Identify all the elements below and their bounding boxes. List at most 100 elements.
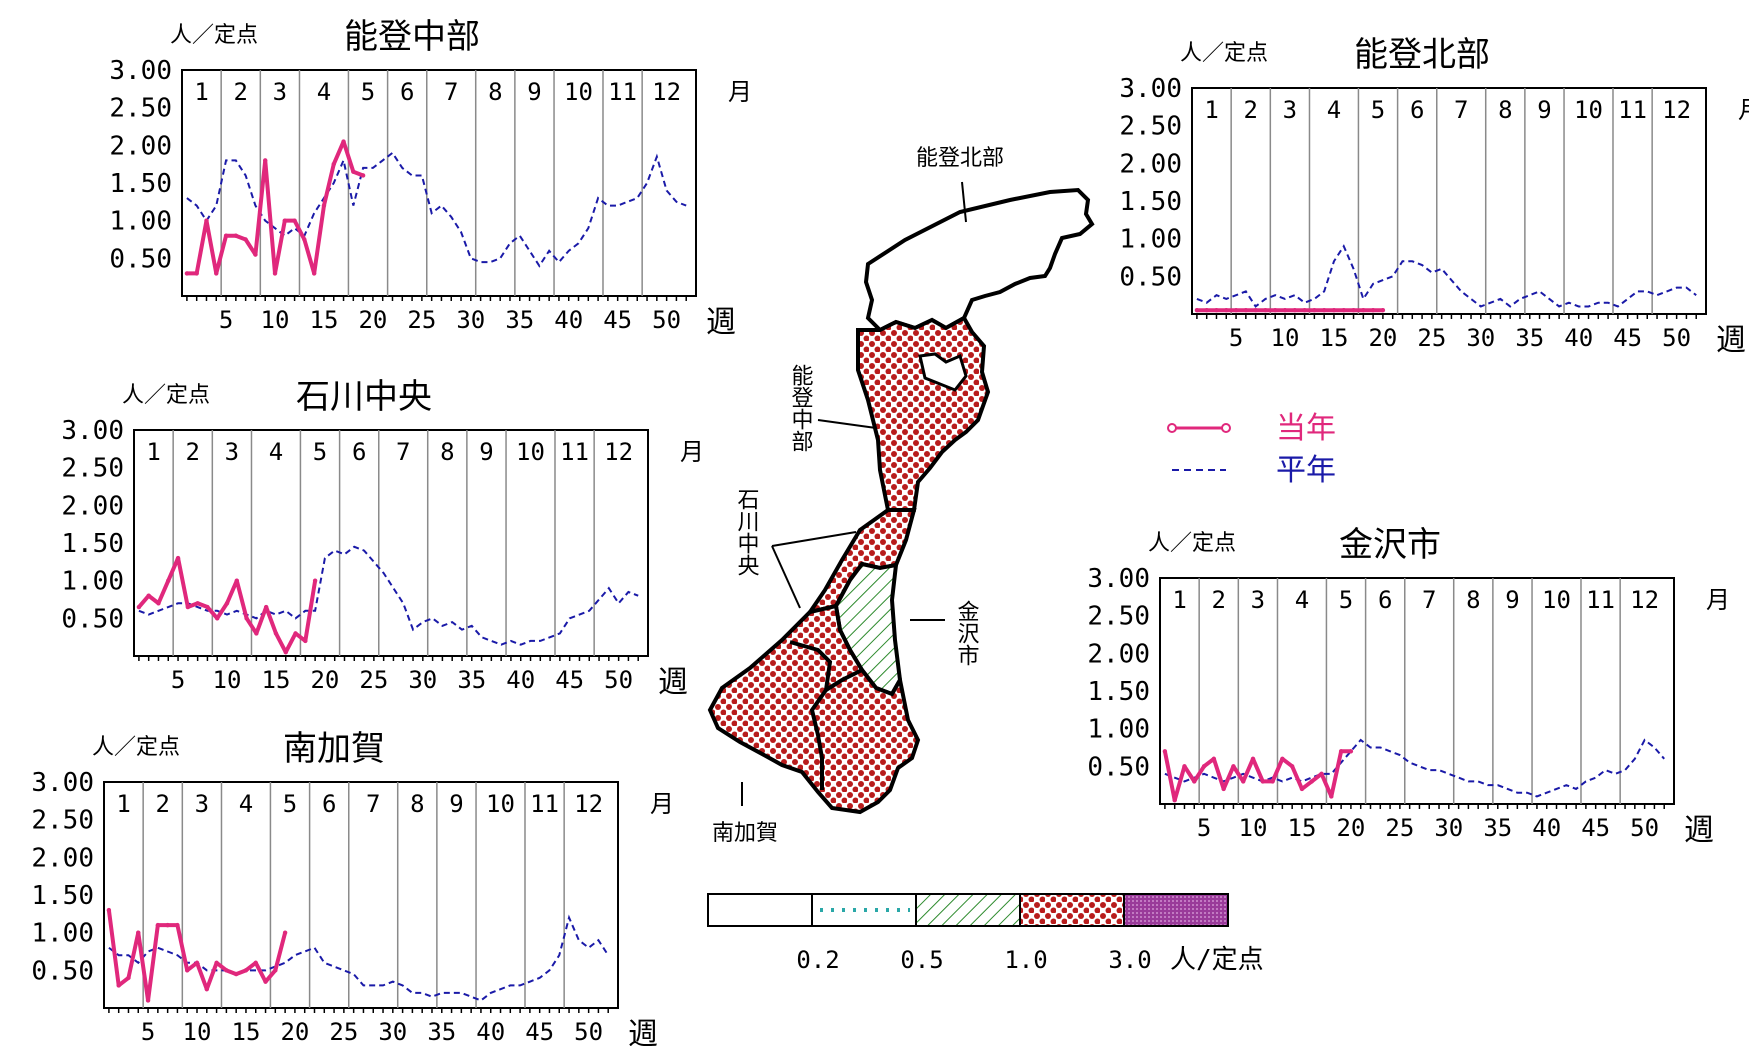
y-tick-label: 2.50	[109, 94, 172, 124]
map-label-minami-kaga: 南加賀	[712, 821, 778, 846]
series-normal-line	[186, 151, 687, 268]
series-current-point	[1361, 308, 1366, 313]
month-tick-label: 9	[449, 790, 463, 818]
month-tick-label: 4	[269, 438, 283, 466]
month-axis-label: 月	[650, 790, 674, 818]
series-current-point	[156, 601, 161, 606]
chart-title: 能登中部	[344, 17, 480, 57]
x-tick-label: 35	[1515, 324, 1544, 352]
scale-tick-label: 0.5	[900, 946, 943, 974]
x-tick-label: 20	[310, 666, 339, 694]
series-current-point	[223, 233, 229, 238]
series-current-point	[283, 650, 288, 655]
series-current-point	[1299, 786, 1305, 792]
series-current-point	[312, 578, 318, 583]
series-current-point	[272, 271, 278, 276]
x-tick-label: 5	[171, 666, 185, 694]
series-current-point	[331, 161, 336, 167]
month-tick-label: 2	[1244, 96, 1258, 124]
series-current-point	[126, 975, 131, 981]
month-tick-label: 12	[574, 790, 603, 818]
line-legend: 当年 平年	[1167, 411, 1336, 488]
series-current-point	[1351, 308, 1356, 313]
chart-title: 能登北部	[1354, 35, 1490, 75]
month-tick-label: 5	[1371, 96, 1385, 124]
chart-title: 石川中央	[296, 377, 432, 417]
series-current-point	[194, 271, 199, 276]
month-tick-label: 10	[486, 790, 515, 818]
x-tick-label: 25	[407, 306, 436, 334]
series-current-point	[166, 578, 171, 583]
x-tick-label: 50	[574, 1018, 603, 1046]
month-tick-label: 4	[317, 78, 331, 106]
y-tick-label: 1.00	[31, 919, 94, 949]
legend-current-label: 当年	[1276, 411, 1336, 446]
x-tick-label: 25	[1385, 814, 1414, 842]
series-current-point	[1221, 786, 1226, 792]
month-axis-label: 月	[728, 78, 752, 106]
series-current-point	[273, 968, 278, 973]
x-tick-label: 50	[604, 666, 633, 694]
y-tick-label: 0.50	[1087, 752, 1150, 782]
leader-ishikawa-central-b	[771, 545, 801, 609]
y-tick-label: 2.50	[61, 454, 124, 484]
month-tick-label: 12	[1630, 586, 1659, 614]
series-current-point	[1289, 764, 1295, 769]
month-tick-label: 2	[186, 438, 200, 466]
series-current-point	[1292, 308, 1298, 313]
chart-title: 南加賀	[283, 729, 385, 769]
leader-noto-central	[817, 419, 877, 429]
month-tick-label: 11	[530, 790, 559, 818]
series-current-point	[1250, 756, 1256, 761]
x-tick-label: 5	[1197, 814, 1211, 842]
series-current-point	[263, 158, 268, 163]
series-current-point	[282, 930, 288, 935]
y-tick-label: 1.50	[109, 169, 172, 199]
scale-box-hatch	[915, 893, 1021, 927]
month-tick-label: 4	[239, 790, 253, 818]
month-tick-label: 10	[1574, 96, 1603, 124]
month-tick-label: 5	[313, 438, 327, 466]
density-scale: 0.2 0.5 1.0 3.0 人/定点	[707, 893, 1264, 975]
map-label-noto-central: 能登中部	[788, 364, 814, 452]
series-current-point	[1201, 764, 1207, 769]
series-current-point	[302, 237, 307, 242]
month-tick-label: 12	[1662, 96, 1691, 124]
x-tick-label: 35	[505, 306, 534, 334]
scale-tick-label: 1.0	[1004, 946, 1047, 974]
y-tick-label: 2.00	[31, 843, 94, 873]
series-current-point	[1263, 308, 1268, 313]
series-current-point	[1380, 308, 1386, 313]
series-current-point	[194, 960, 200, 965]
series-current-point	[311, 271, 317, 276]
x-tick-label: 15	[262, 666, 291, 694]
series-current-point	[165, 922, 170, 928]
series-current-point	[185, 604, 191, 610]
unit-label: 人／定点	[92, 735, 180, 760]
x-tick-label: 35	[1483, 814, 1512, 842]
y-tick-label: 0.50	[109, 244, 172, 274]
x-tick-label: 40	[506, 666, 535, 694]
series-current-point	[116, 983, 121, 988]
month-tick-label: 11	[1618, 96, 1647, 124]
series-current-point	[224, 968, 229, 973]
series-current-point	[303, 638, 308, 644]
series-current-point	[341, 139, 346, 144]
month-tick-label: 8	[410, 790, 424, 818]
x-tick-label: 5	[141, 1018, 155, 1046]
series-normal-line	[1164, 738, 1665, 798]
month-tick-label: 9	[1537, 96, 1551, 124]
series-current-point	[204, 986, 209, 992]
x-tick-label: 50	[1630, 814, 1659, 842]
series-current-point	[1241, 779, 1246, 784]
scale-unit-label: 人/定点	[1170, 945, 1264, 975]
y-tick-label: 1.50	[31, 881, 94, 911]
x-tick-label: 30	[378, 1018, 407, 1046]
month-tick-label: 6	[322, 790, 336, 818]
month-tick-label: 9	[527, 78, 541, 106]
series-current-point	[1233, 308, 1239, 313]
